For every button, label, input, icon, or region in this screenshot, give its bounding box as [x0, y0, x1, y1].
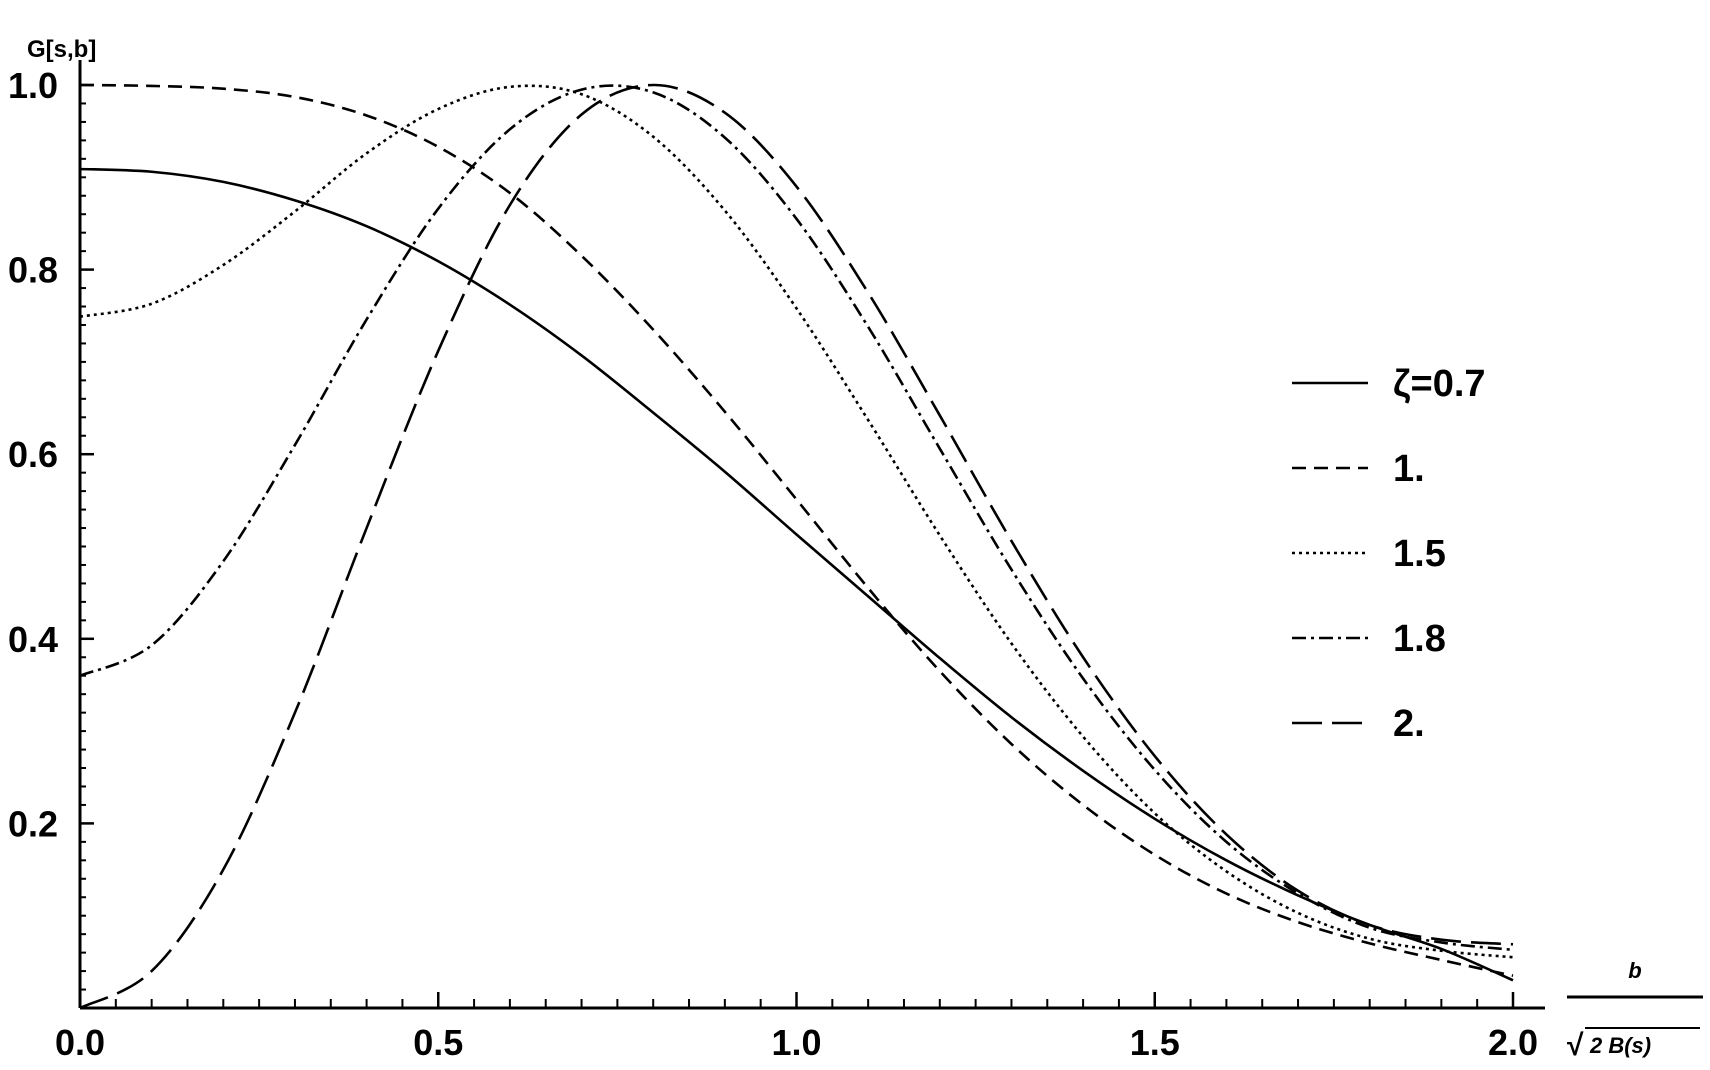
y-tick-label: 0.6 — [8, 434, 58, 475]
legend-label-2: 1. — [1393, 448, 1425, 490]
legend-label-3: 1.5 — [1393, 533, 1446, 575]
series-line-1 — [79, 167, 1514, 982]
x-tick-label: 0.5 — [413, 1022, 463, 1063]
x-tick-label: 0.0 — [55, 1022, 105, 1063]
series-line-4 — [79, 84, 1514, 952]
y-tick-label: 1.0 — [8, 65, 58, 106]
y-ticks: 0.2 0.4 0.6 0.8 1.0 — [8, 65, 94, 844]
series-line-3 — [79, 84, 1514, 959]
y-tick-label: 0.8 — [8, 250, 58, 291]
x-tick-label: 2.0 — [1488, 1022, 1538, 1063]
legend-label-1: ζ=0.7 — [1393, 363, 1486, 405]
x-tick-label: 1.0 — [771, 1022, 821, 1063]
y-axis-label: G[s,b] — [27, 36, 96, 63]
legend-label-5: 2. — [1393, 703, 1425, 745]
y-tick-label: 0.2 — [8, 803, 58, 844]
x-tick-label: 1.5 — [1130, 1022, 1180, 1063]
x-axis-label-denominator: 2 B(s) — [1589, 1033, 1651, 1058]
x-axis-label: b √ 2 B(s) — [1567, 958, 1703, 1062]
axes — [78, 60, 1545, 1010]
legend: ζ=0.7 1. 1.5 1.8 2. — [1292, 363, 1486, 745]
x-axis-label-radical: √ — [1567, 1029, 1584, 1062]
x-ticks: 0.0 0.5 1.0 1.5 2.0 — [55, 992, 1538, 1063]
y-tick-label: 0.4 — [8, 619, 58, 660]
legend-label-4: 1.8 — [1393, 618, 1446, 660]
series-line-5 — [79, 83, 1514, 1010]
x-axis-label-numerator: b — [1628, 958, 1641, 983]
series-lines — [79, 83, 1514, 1010]
